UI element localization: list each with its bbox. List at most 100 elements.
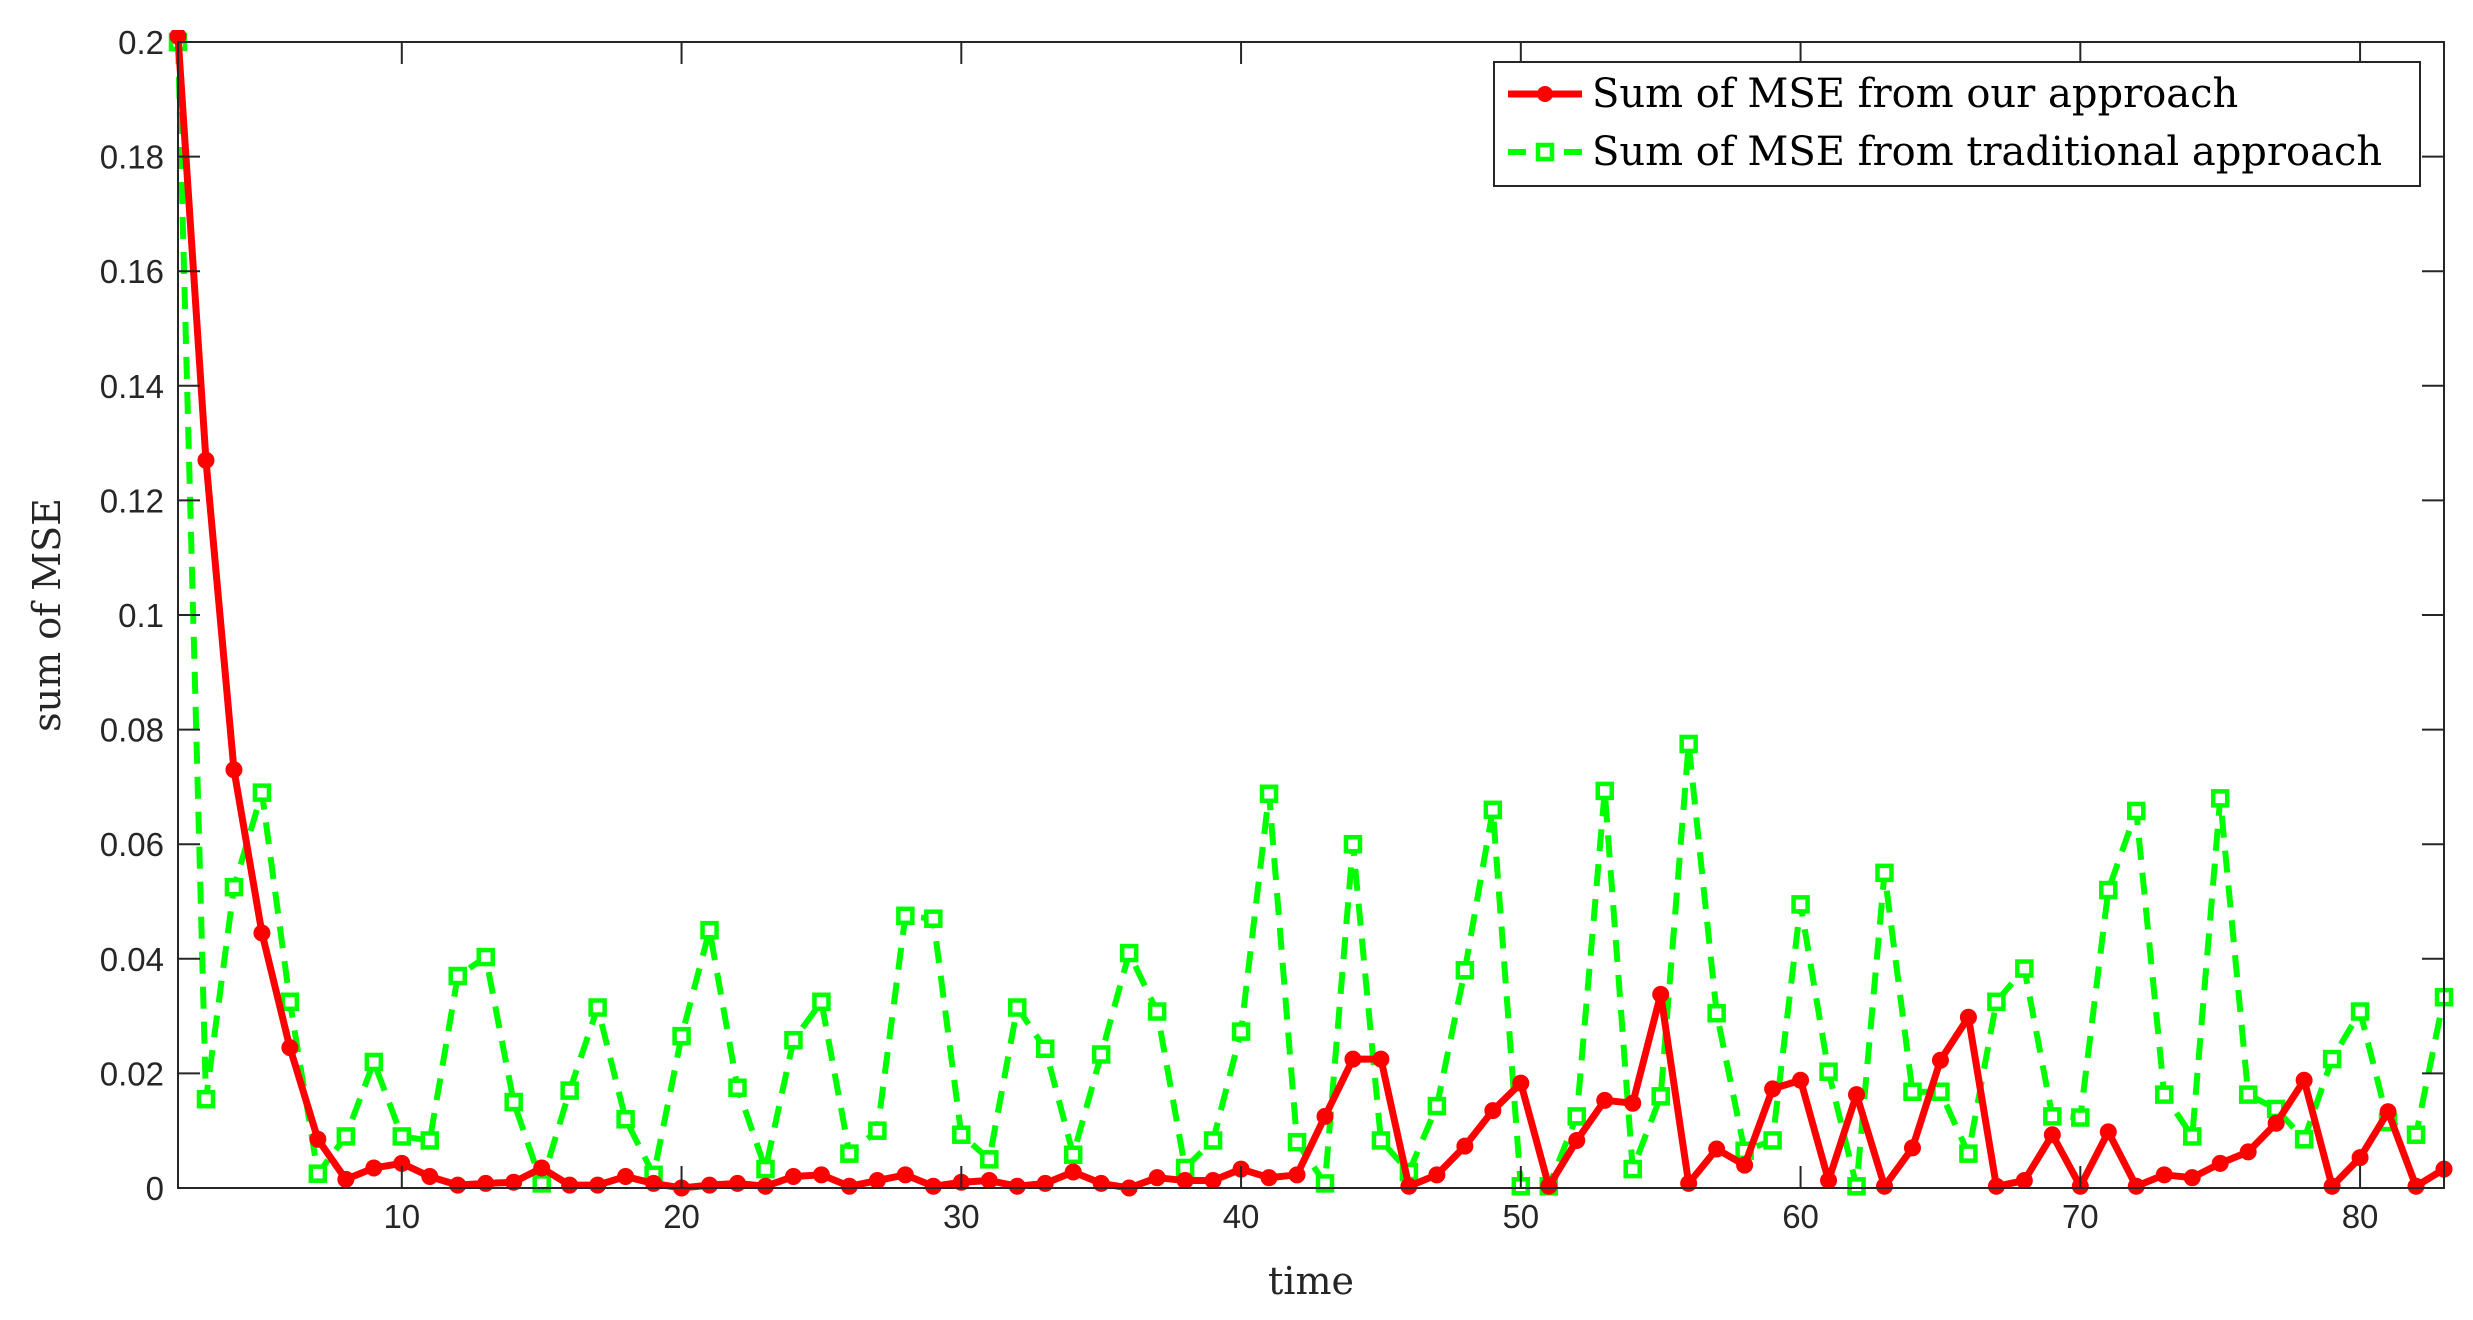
data-point — [1456, 1137, 1474, 1155]
data-point — [2211, 1154, 2229, 1172]
x-tick-label: 10 — [383, 1198, 420, 1235]
data-point — [560, 1081, 579, 1100]
x-tick-label: 40 — [1223, 1198, 1260, 1235]
data-point — [2154, 1085, 2174, 1104]
data-point — [1343, 834, 1363, 854]
data-point — [1203, 1131, 1223, 1150]
data-point — [868, 1121, 887, 1140]
data-point — [2043, 1107, 2062, 1126]
x-tick-label: 80 — [2342, 1198, 2379, 1235]
data-point — [2099, 1123, 2117, 1141]
data-point — [1847, 1177, 1866, 1196]
data-point — [616, 1109, 635, 1129]
data-point — [1792, 1071, 1810, 1089]
data-point — [2015, 959, 2034, 978]
data-point — [756, 1177, 774, 1195]
data-point — [924, 909, 943, 928]
y-tick-label: 0 — [146, 1170, 164, 1207]
y-tick-label: 0.02 — [100, 1055, 164, 1092]
data-point — [1651, 1087, 1670, 1106]
data-point — [1315, 1174, 1335, 1193]
data-point — [2295, 1071, 2313, 1089]
data-point — [253, 924, 271, 942]
data-point — [840, 1177, 858, 1195]
y-tick-label: 0.04 — [100, 941, 164, 978]
data-point — [505, 1173, 523, 1191]
data-point — [2182, 1127, 2202, 1146]
data-point — [1176, 1172, 1194, 1190]
data-point — [1512, 1074, 1530, 1092]
data-point — [1091, 1045, 1111, 1064]
legend-entries: Sum of MSE from our approach Sum of MSE f… — [1508, 71, 2382, 175]
data-point — [701, 1176, 719, 1194]
data-point — [617, 1168, 635, 1186]
data-point — [196, 1089, 216, 1109]
x-tick-label: 60 — [1782, 1198, 1819, 1235]
data-point — [1596, 1091, 1614, 1109]
data-point — [700, 920, 719, 940]
data-point — [1652, 985, 1670, 1003]
y-tick-label: 0.06 — [100, 826, 164, 863]
data-point — [1231, 1022, 1251, 1041]
data-point — [1791, 895, 1810, 914]
data-point — [980, 1172, 998, 1190]
data-point — [1595, 781, 1614, 801]
data-point — [1819, 1062, 1838, 1081]
data-point — [561, 1176, 579, 1194]
data-point — [2294, 1130, 2314, 1149]
data-point — [1987, 1177, 2005, 1195]
data-point — [1119, 943, 1139, 963]
y-tick-label: 0.1 — [118, 597, 164, 634]
data-point — [952, 1125, 971, 1144]
data-point — [1624, 1094, 1642, 1112]
series-layer — [168, 30, 2454, 1197]
data-point — [2015, 1172, 2033, 1190]
data-point — [1903, 1082, 1922, 1101]
data-point — [896, 1166, 914, 1184]
data-point — [448, 966, 468, 986]
data-point — [1371, 1131, 1391, 1150]
data-point — [588, 998, 607, 1017]
data-point — [2239, 1143, 2257, 1161]
data-point — [1344, 1050, 1362, 1068]
data-point — [784, 1030, 803, 1050]
data-point — [1820, 1172, 1838, 1190]
data-point — [1623, 1159, 1642, 1179]
data-point — [364, 1052, 384, 1072]
legend-label: Sum of MSE from our approach — [1592, 71, 2238, 117]
data-point — [1288, 1166, 1306, 1184]
data-point — [1259, 784, 1279, 804]
legend-marker — [1535, 142, 1555, 162]
data-point — [1875, 863, 1894, 883]
data-point — [1372, 1050, 1390, 1068]
data-point — [980, 1150, 999, 1169]
data-point — [1875, 1177, 1893, 1195]
data-point — [728, 1078, 747, 1097]
data-point — [504, 1092, 523, 1112]
data-point — [392, 1127, 412, 1146]
data-point — [420, 1131, 440, 1150]
data-point — [2379, 1103, 2397, 1121]
data-point — [1848, 1086, 1866, 1104]
data-point — [1035, 1039, 1055, 1059]
data-point — [2127, 801, 2146, 821]
data-point — [812, 1166, 830, 1184]
data-point — [2155, 1166, 2173, 1184]
data-point — [308, 1164, 328, 1183]
data-point — [1147, 1002, 1167, 1021]
data-point — [2099, 880, 2118, 900]
data-point — [896, 906, 915, 926]
x-tick-label: 30 — [943, 1198, 980, 1235]
series-traditional-approach — [168, 32, 2454, 1196]
legend: Sum of MSE from our approach Sum of MSE f… — [1493, 61, 2421, 187]
legend-entry: Sum of MSE from our approach — [1508, 71, 2238, 117]
legend-marker — [1537, 86, 1553, 102]
legend-label: Sum of MSE from traditional approach — [1592, 129, 2382, 175]
data-point — [2127, 1177, 2145, 1195]
data-point — [476, 947, 495, 967]
y-tick-label: 0.08 — [100, 712, 164, 749]
data-point — [1540, 1177, 1558, 1195]
data-point — [1708, 1140, 1726, 1158]
data-point — [840, 1144, 859, 1163]
data-point — [309, 1130, 327, 1148]
